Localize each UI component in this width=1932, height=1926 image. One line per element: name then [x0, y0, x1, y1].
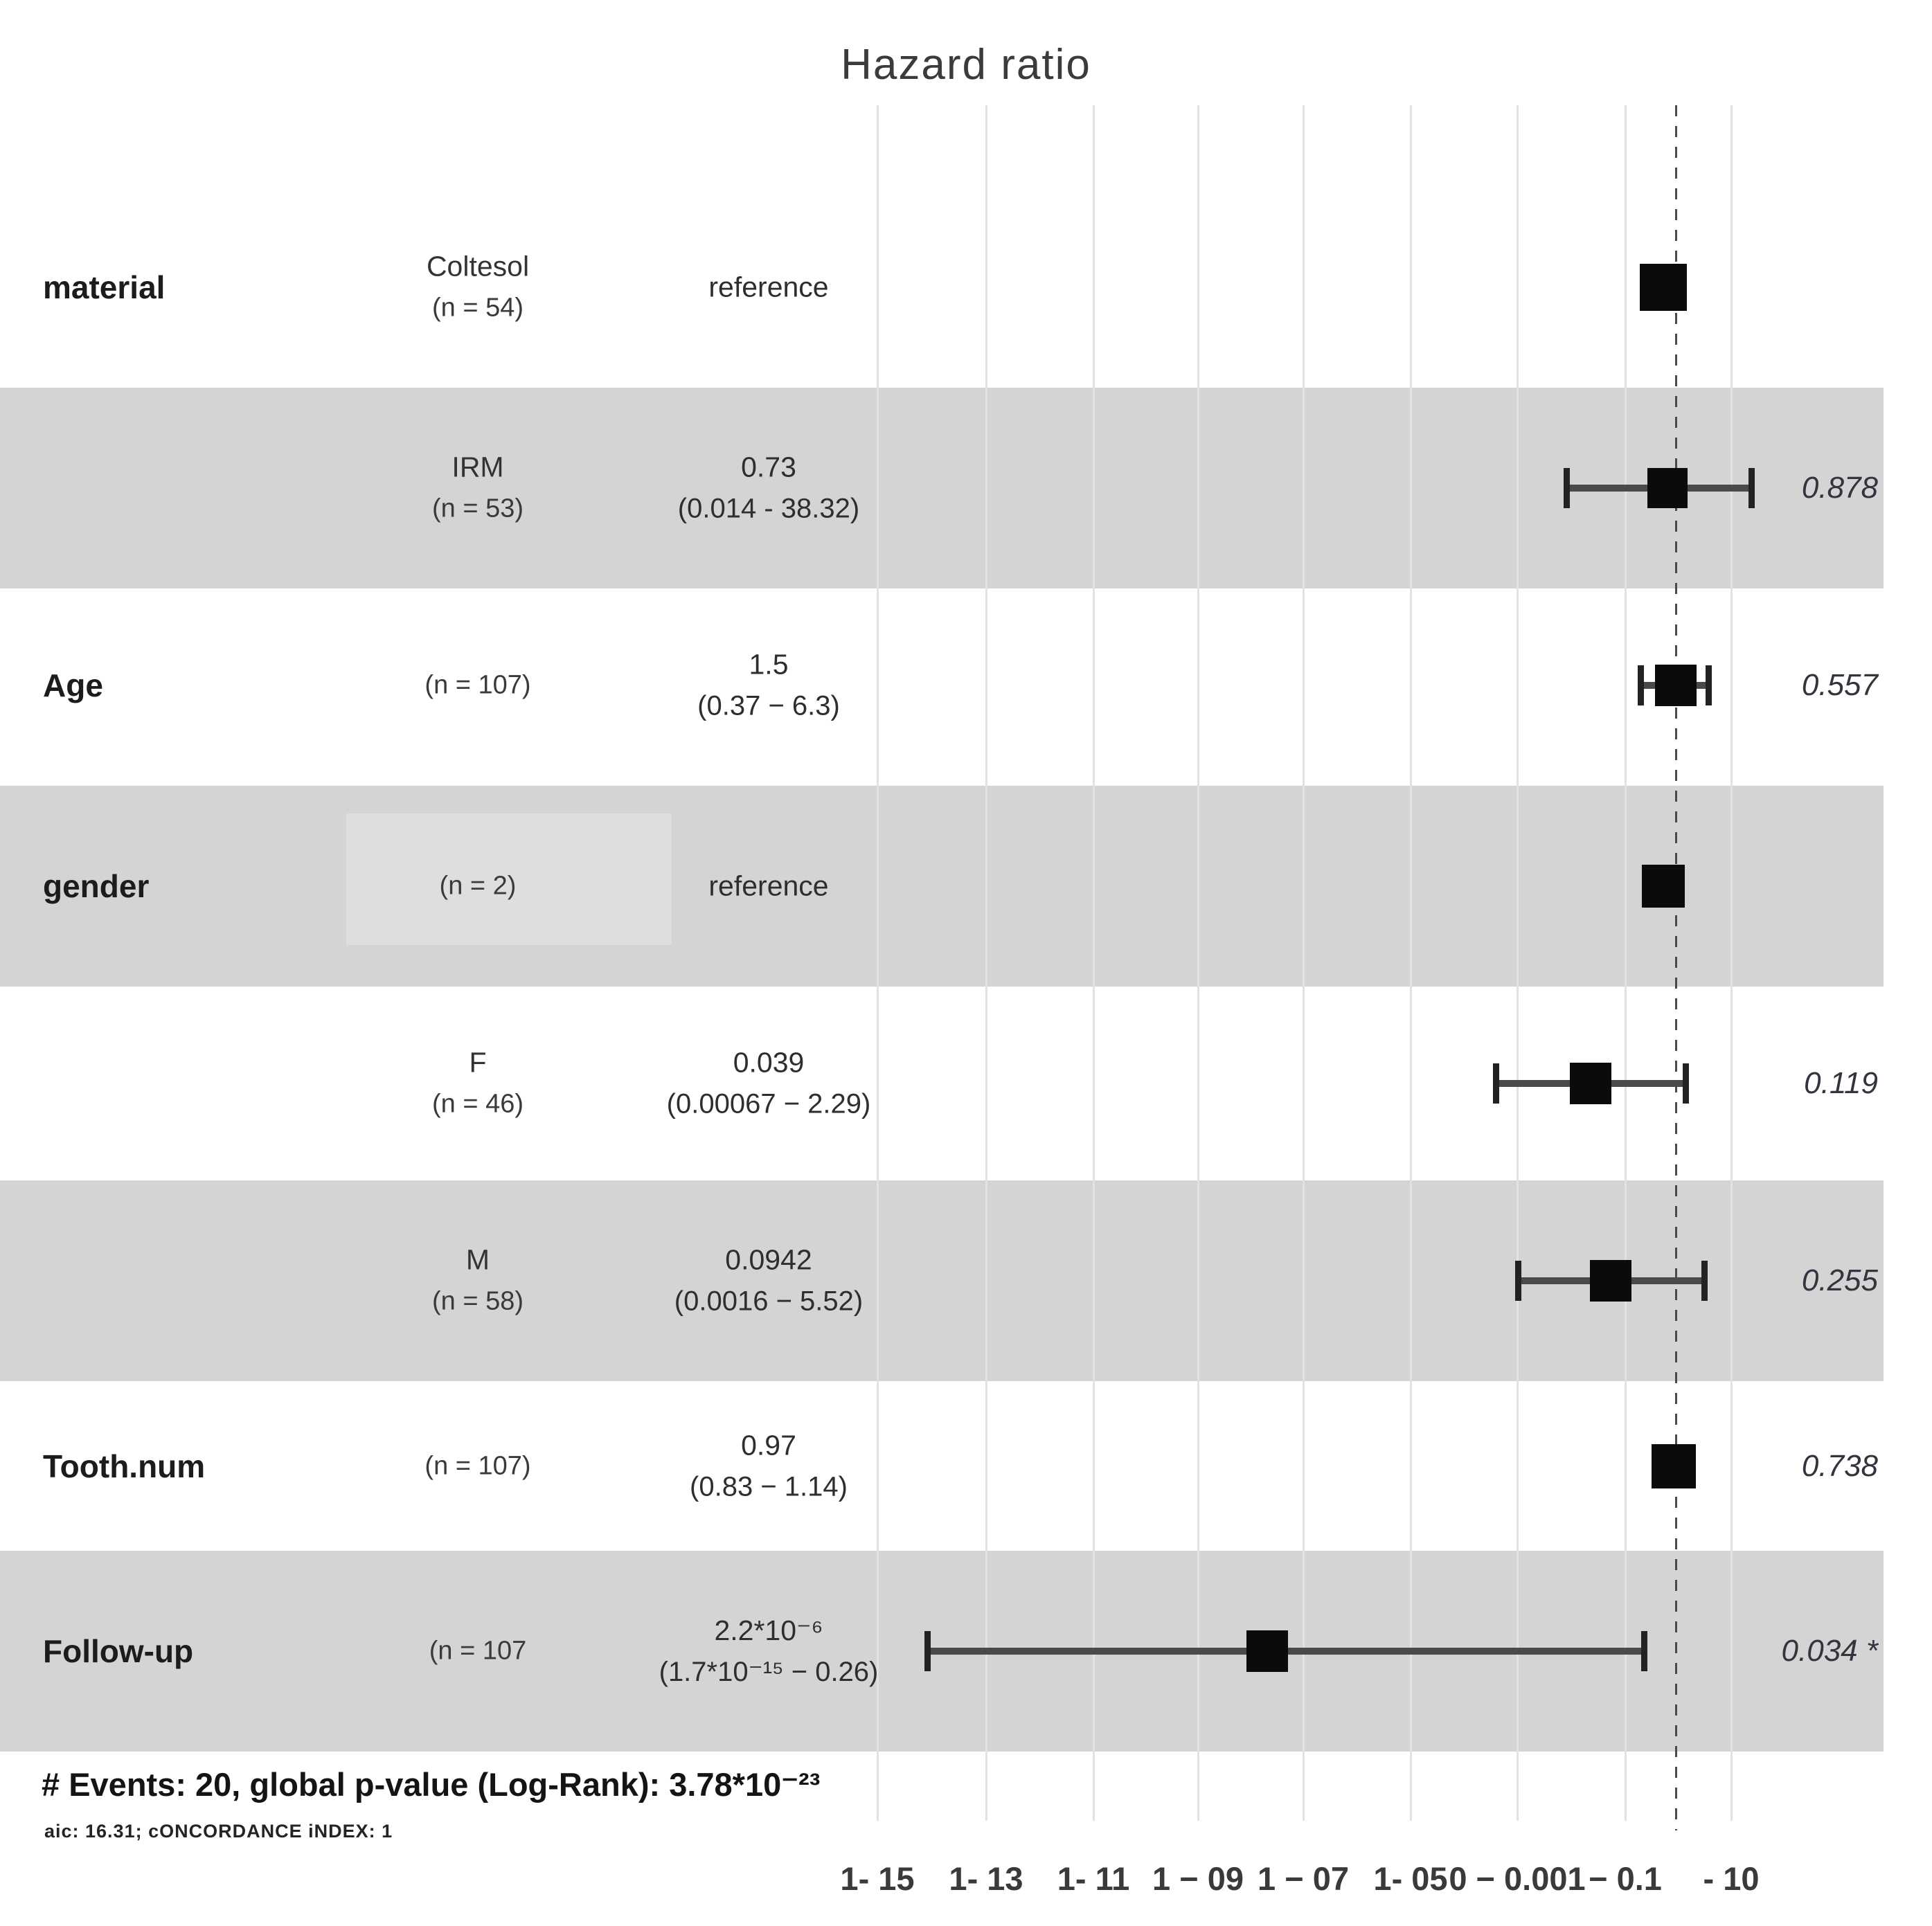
- row-band: [0, 786, 1884, 987]
- n-label: (n = 107): [424, 1451, 531, 1481]
- grid-line: [1730, 105, 1733, 1821]
- grid-line: [1625, 105, 1627, 1821]
- estimate-label: reference: [708, 870, 829, 902]
- estimate-label: 0.039: [733, 1046, 805, 1079]
- estimate-label: reference: [708, 271, 829, 303]
- ci-cap-left: [1515, 1261, 1521, 1301]
- p-value: 0.878: [1801, 471, 1878, 505]
- ci-cap-left: [1493, 1063, 1499, 1104]
- hr-marker: [1642, 865, 1685, 908]
- x-tick-label: 1 − 09: [1152, 1860, 1244, 1897]
- n-label: (n = 53): [431, 494, 524, 523]
- ci-cap-right: [1683, 1063, 1689, 1104]
- ci-cap-left: [924, 1631, 931, 1671]
- n-label: (n = 58): [431, 1286, 524, 1316]
- x-tick-label: 1 − 07: [1258, 1860, 1349, 1897]
- x-tick-label: 1- 15: [840, 1860, 915, 1897]
- ci-cap-left: [1638, 665, 1644, 705]
- x-tick-label: 1- 11: [1057, 1860, 1130, 1897]
- n-label: (n = 46): [431, 1089, 524, 1119]
- p-value: 0.119: [1804, 1066, 1878, 1100]
- x-tick-label: 1- 05: [1373, 1860, 1448, 1897]
- estimate-label: 0.73: [741, 451, 796, 483]
- grid-line: [1093, 105, 1095, 1821]
- hr-marker: [1647, 468, 1688, 508]
- level-label: IRM: [451, 451, 504, 483]
- model-fit-summary: aic: 16.31; cONCORDANCE iNDEX: 1: [44, 1821, 393, 1842]
- grid-line: [985, 105, 987, 1821]
- ci-label: (0.83 − 1.14): [690, 1471, 848, 1502]
- p-value: 0.255: [1801, 1263, 1878, 1297]
- estimate-label: 1.5: [749, 648, 789, 681]
- level-label: F: [469, 1046, 487, 1079]
- estimate-label: 0.0942: [725, 1243, 812, 1276]
- variable-label: gender: [43, 868, 150, 904]
- ci-label: (0.00067 − 2.29): [666, 1088, 871, 1119]
- grid-line: [1303, 105, 1305, 1821]
- hr-marker: [1655, 665, 1697, 706]
- hr-marker: [1590, 1260, 1631, 1302]
- n-label: (n = 2): [439, 871, 517, 901]
- grid-line: [1410, 105, 1412, 1821]
- chart-title: Hazard ratio: [841, 40, 1091, 89]
- ci-cap-right: [1701, 1261, 1708, 1301]
- level-label: Coltesol: [426, 250, 530, 282]
- hr-marker: [1640, 264, 1687, 311]
- p-value: 0.738: [1801, 1449, 1878, 1483]
- reference-line: [1675, 105, 1677, 1830]
- gender-n-patch: [346, 813, 672, 945]
- ci-cap-right: [1748, 468, 1755, 508]
- level-label: M: [465, 1243, 490, 1276]
- x-tick-label: 1- 13: [949, 1860, 1023, 1897]
- x-tick-label: - 10: [1703, 1860, 1760, 1897]
- estimate-label: 0.97: [741, 1429, 796, 1461]
- hr-marker: [1652, 1444, 1696, 1488]
- grid-line: [1517, 105, 1519, 1821]
- ci-cap-right: [1641, 1631, 1647, 1671]
- ci-label: (0.014 - 38.32): [677, 493, 860, 524]
- grid-line: [1197, 105, 1199, 1821]
- variable-label: material: [43, 269, 166, 305]
- variable-label: Follow-up: [43, 1633, 194, 1669]
- variable-label: Age: [43, 667, 103, 703]
- hr-marker: [1246, 1630, 1288, 1672]
- ci-label: (1.7*10⁻¹⁵ − 0.26): [659, 1657, 879, 1687]
- estimate-label: 2.2*10⁻⁶: [714, 1614, 823, 1646]
- ci-label: (0.0016 − 5.52): [674, 1286, 864, 1317]
- p-value: 0.034 *: [1781, 1634, 1878, 1668]
- ci-label: (0.37 − 6.3): [697, 690, 840, 721]
- ci-cap-left: [1564, 468, 1570, 508]
- n-label: (n = 54): [431, 293, 524, 323]
- hr-marker: [1570, 1063, 1611, 1104]
- variable-label: Tooth.num: [43, 1448, 206, 1484]
- n-label: (n = 107): [424, 670, 531, 700]
- events-summary: # Events: 20, global p-value (Log-Rank):…: [42, 1766, 821, 1803]
- x-tick-label: 0 − 0.001: [1449, 1860, 1586, 1897]
- x-tick-label: − 0.1: [1589, 1860, 1662, 1897]
- grid-line: [877, 105, 879, 1821]
- p-value: 0.557: [1801, 668, 1878, 702]
- ci-cap-right: [1706, 665, 1712, 705]
- n-label: (n = 107: [429, 1636, 527, 1666]
